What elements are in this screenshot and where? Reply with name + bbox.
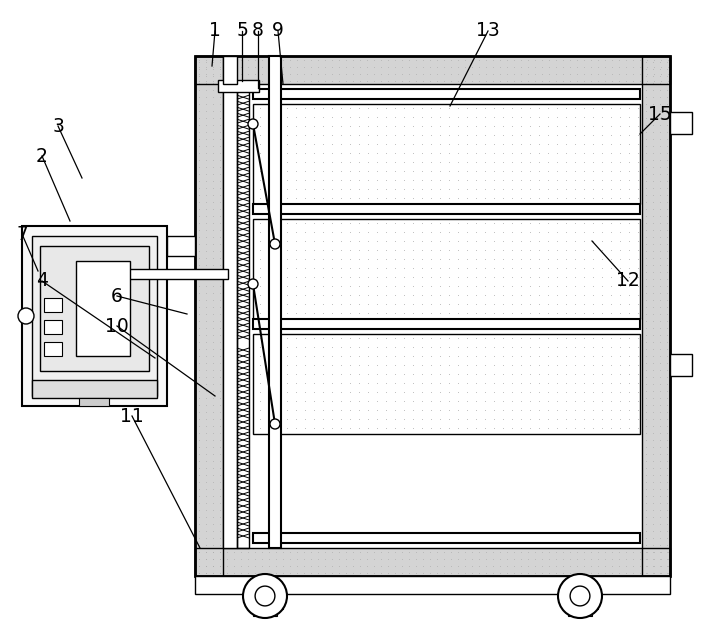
Bar [568, 608, 592, 616]
Text: 8: 8 [252, 22, 264, 41]
Bar [670, 112, 692, 134]
Bar [642, 56, 670, 576]
Bar [253, 533, 640, 543]
Bar [253, 608, 277, 616]
Bar [195, 56, 670, 84]
Circle shape [255, 586, 275, 606]
Bar [195, 548, 670, 576]
Bar [223, 84, 237, 548]
Bar [22, 226, 167, 406]
Circle shape [270, 239, 280, 249]
Bar [79, 398, 109, 406]
Bar [253, 334, 640, 434]
Text: 2: 2 [36, 146, 48, 165]
Bar [195, 576, 670, 594]
Text: 7: 7 [16, 225, 28, 244]
Bar [253, 319, 640, 329]
Bar [44, 342, 62, 356]
Circle shape [558, 574, 602, 618]
Text: 9: 9 [272, 22, 284, 41]
Text: 13: 13 [476, 22, 500, 41]
Text: 11: 11 [120, 406, 144, 425]
Bar [218, 80, 259, 92]
Bar [40, 246, 149, 371]
Bar [44, 320, 62, 334]
Bar [562, 594, 598, 609]
Bar [253, 89, 640, 99]
Bar [195, 56, 223, 576]
Bar [253, 104, 640, 204]
Text: 6: 6 [111, 286, 123, 305]
Text: 12: 12 [616, 272, 640, 291]
Bar [269, 56, 281, 548]
Bar [167, 236, 195, 256]
Circle shape [248, 279, 258, 289]
Circle shape [243, 574, 287, 618]
Circle shape [270, 419, 280, 429]
Bar [237, 84, 249, 548]
Circle shape [18, 308, 34, 324]
Text: 5: 5 [236, 22, 248, 41]
Bar [247, 594, 283, 609]
Text: 10: 10 [105, 317, 129, 336]
Bar [76, 261, 130, 356]
Bar [44, 298, 62, 312]
Bar [223, 56, 237, 84]
Text: 15: 15 [648, 104, 672, 123]
Text: 4: 4 [36, 272, 48, 291]
Bar [670, 354, 692, 376]
Bar [123, 269, 228, 279]
Circle shape [570, 586, 590, 606]
Bar [195, 56, 670, 576]
Bar [32, 236, 157, 396]
Text: 3: 3 [52, 116, 64, 135]
Bar [32, 380, 157, 398]
Bar [253, 204, 640, 214]
Circle shape [248, 119, 258, 129]
Bar [223, 84, 642, 548]
Text: 1: 1 [209, 22, 221, 41]
Bar [253, 219, 640, 319]
